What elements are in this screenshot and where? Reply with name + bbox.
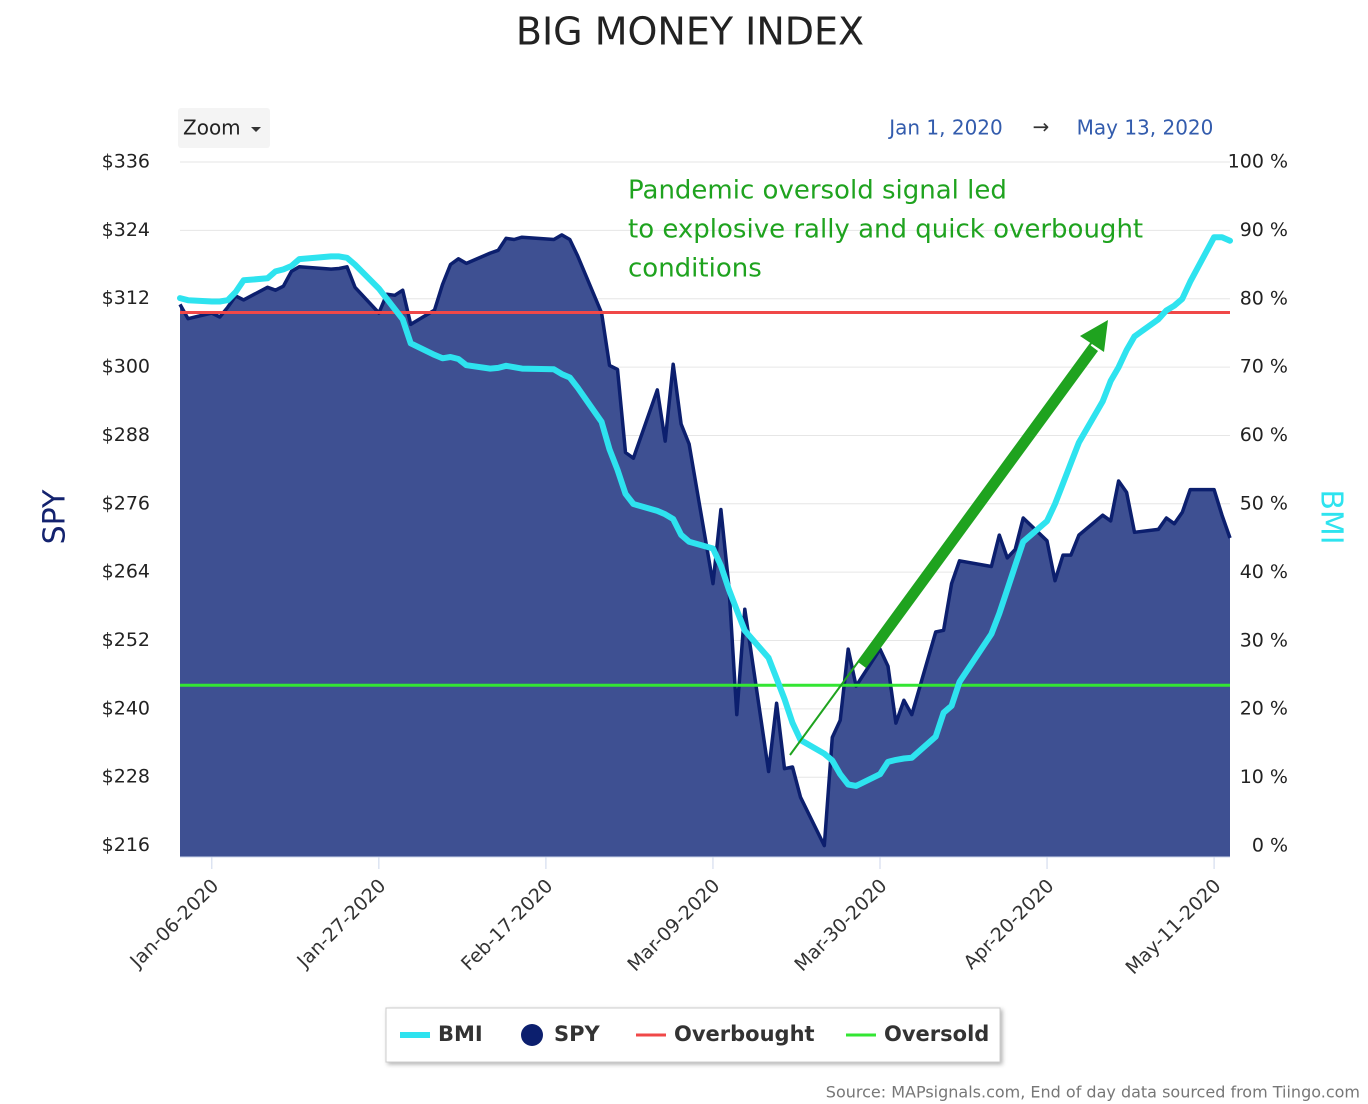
legend-box [385, 1007, 1001, 1063]
y-tick-label: $312 [102, 287, 150, 309]
y-tick-label: $252 [102, 629, 150, 651]
y2-tick-label: 100 % [1228, 151, 1288, 173]
y-tick-label: $324 [102, 219, 150, 241]
zoom-caret [251, 127, 261, 132]
legend-label: Overbought [674, 1022, 815, 1046]
range-separator: → [1033, 115, 1050, 139]
source-note: Source: MAPsignals.com, End of day data … [826, 1083, 1360, 1102]
y2-tick-label: 80 % [1240, 287, 1288, 309]
legend-label: Oversold [884, 1022, 989, 1046]
y2-tick-label: 10 % [1240, 766, 1288, 788]
y2-tick-label: 50 % [1240, 493, 1288, 515]
x-tick-label: Feb-17-2020 [457, 875, 557, 975]
legend-symbol [521, 1024, 543, 1046]
y-tick-label: $300 [102, 356, 150, 378]
legend: BMI SPY Overbought Oversold [400, 1022, 989, 1046]
y2-tick-label: 30 % [1240, 629, 1288, 651]
y-tick-label: $276 [102, 492, 150, 514]
zoom-button[interactable] [178, 108, 270, 148]
x-tick-label: Apr-20-2020 [960, 875, 1059, 974]
y-axis-title: SPY [38, 489, 73, 544]
annotation-text: Pandemic oversold signal led [628, 176, 1007, 206]
bmi-line [177, 234, 1233, 789]
y2-tick-label: 40 % [1240, 561, 1288, 583]
x-tick-label: Jan-06-2020 [125, 875, 223, 973]
y2-tick-label: 60 % [1240, 424, 1288, 446]
y2-tick-label: 90 % [1240, 219, 1288, 241]
range-end: May 13, 2020 [1077, 116, 1214, 140]
annotation-arrow-tail [789, 341, 1093, 756]
annotation-text: to explosive rally and quick overbought [628, 215, 1143, 245]
y-tick-label: $264 [102, 561, 150, 583]
y2-axis-title: BMI [1314, 489, 1349, 544]
spy-line [178, 233, 1232, 848]
plot-area [177, 161, 1233, 869]
y-tick-label: $288 [102, 424, 150, 446]
y-tick-label: $240 [102, 697, 150, 719]
y-tick-label: $228 [102, 766, 150, 788]
chart-title: BIG MONEY INDEX [516, 10, 864, 54]
range-start: Jan 1, 2020 [887, 116, 1003, 140]
x-tick-label: Jan-27-2020 [292, 875, 390, 973]
y-tick-label: $336 [102, 151, 150, 173]
legend-label: SPY [554, 1022, 601, 1046]
x-tick-label: Mar-30-2020 [790, 875, 891, 976]
annotation: Pandemic oversold signal led to explosive… [628, 176, 1143, 756]
y-tick-label: $216 [102, 834, 150, 856]
y2-tick-label: 20 % [1240, 698, 1288, 720]
x-tick-label: Mar-09-2020 [623, 875, 724, 976]
y2-tick-label: 70 % [1240, 356, 1288, 378]
legend-label: BMI [438, 1022, 483, 1046]
annotation-arrow-body [858, 345, 1098, 668]
annotation-text: conditions [628, 254, 762, 284]
annotation-arrow-head [1080, 320, 1108, 352]
y2-tick-label: 0 % [1252, 835, 1288, 857]
x-tick-label: May-11-2020 [1121, 875, 1225, 979]
zoom-label[interactable]: Zoom [183, 116, 241, 140]
